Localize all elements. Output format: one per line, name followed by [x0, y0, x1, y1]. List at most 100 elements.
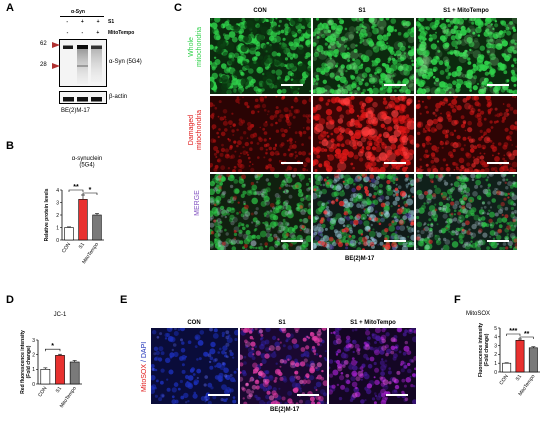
speckle [331, 200, 336, 205]
speckle [431, 145, 438, 151]
speckle [354, 240, 359, 244]
speckle [282, 344, 286, 348]
speckle [260, 340, 267, 346]
speckle [287, 174, 291, 177]
speckle [450, 35, 456, 41]
speckle [230, 240, 236, 246]
speckle [432, 209, 437, 214]
speckle [251, 378, 255, 382]
speckle [513, 83, 517, 87]
speckle [469, 199, 473, 203]
speckle [287, 222, 290, 225]
speckle [254, 227, 258, 231]
speckle [448, 195, 453, 199]
speckle [383, 34, 387, 38]
speckle [213, 219, 217, 223]
speckle [357, 347, 361, 352]
speckle [438, 206, 442, 211]
speckle [345, 373, 350, 378]
speckle [269, 83, 275, 89]
speckle [229, 184, 234, 189]
speckle [289, 138, 293, 142]
speckle [302, 218, 308, 224]
speckle [330, 33, 335, 38]
speckle [299, 36, 305, 42]
speckle [357, 229, 364, 235]
speckle [312, 349, 317, 353]
speckle [292, 73, 297, 79]
speckle [419, 58, 427, 66]
speckle [368, 128, 375, 136]
speckle [212, 333, 219, 339]
speckle [487, 183, 491, 187]
speckle [273, 379, 277, 383]
speckle [291, 227, 296, 232]
speckle [231, 246, 237, 250]
speckle [267, 182, 272, 186]
speckle [326, 244, 333, 250]
speckle [414, 367, 416, 371]
speckle [262, 387, 268, 392]
speckle [450, 104, 454, 109]
speckle [237, 101, 241, 105]
speckle [270, 123, 274, 127]
speckle [155, 350, 160, 356]
speckle [395, 165, 400, 170]
speckle [242, 150, 247, 155]
y-tick-label: 0 [56, 238, 59, 244]
speckle [284, 210, 289, 216]
bar-con [40, 369, 51, 385]
speckle [209, 348, 216, 355]
speckle [332, 369, 339, 376]
speckle [329, 57, 332, 60]
speckle [336, 43, 342, 48]
speckle [399, 225, 406, 231]
speckle [250, 181, 255, 186]
speckle [434, 234, 437, 237]
speckle [462, 174, 467, 180]
speckle [232, 197, 237, 202]
speckle [411, 359, 415, 363]
speckle [470, 245, 473, 248]
y-tick-label: 3 [56, 200, 59, 206]
speckle [207, 400, 212, 404]
speckle [169, 352, 175, 358]
speckle [473, 168, 479, 172]
speckle [510, 201, 515, 206]
speckle [372, 238, 376, 242]
speckle [438, 229, 443, 234]
speckle [492, 89, 499, 94]
speckle [319, 233, 324, 237]
speckle [350, 376, 356, 382]
speckle [448, 218, 454, 223]
speckle [350, 162, 354, 166]
speckle [494, 187, 497, 191]
speckle [263, 156, 266, 159]
speckle [392, 176, 397, 180]
micrograph-damaged-con [210, 96, 311, 172]
speckle [242, 36, 249, 42]
speckle [452, 142, 459, 149]
speckle [419, 112, 422, 115]
mw-marker-62: 62 [40, 41, 47, 47]
speckle [340, 72, 344, 76]
speckle [263, 195, 270, 202]
speckle [325, 57, 336, 68]
speckle [390, 167, 394, 170]
speckle [476, 112, 481, 117]
speckle [413, 385, 416, 388]
speckle [464, 49, 468, 53]
speckle [256, 142, 260, 145]
speckle [271, 226, 275, 229]
speckle [375, 146, 382, 153]
speckle [481, 212, 484, 215]
speckle [322, 85, 332, 94]
speckle [320, 376, 325, 381]
speckle [376, 27, 385, 35]
speckle [209, 356, 214, 361]
speckle [210, 44, 214, 50]
speckle [496, 188, 499, 191]
speckle [468, 18, 472, 21]
speckle [180, 328, 185, 332]
speckle [393, 53, 397, 57]
